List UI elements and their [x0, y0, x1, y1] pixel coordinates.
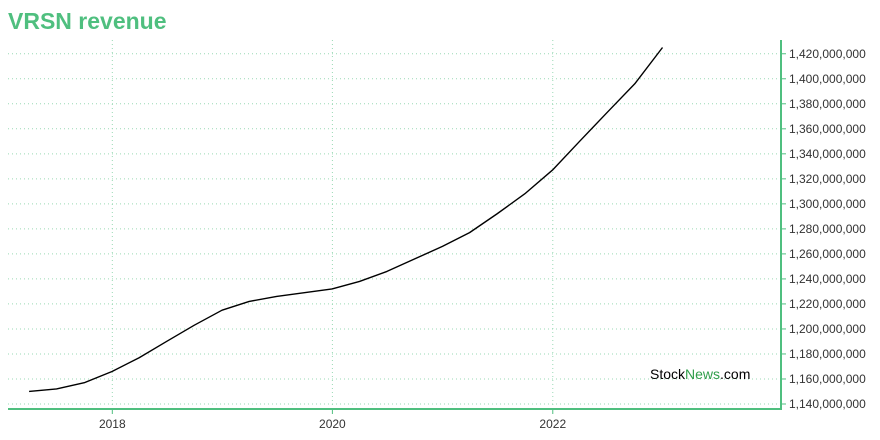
watermark-stock-text: Stock [650, 366, 686, 382]
y-tick-label-12: 1,380,000,000 [789, 97, 866, 111]
x-axis-tick-labels: 2018 2020 2022 [99, 417, 566, 431]
chart-title: VRSN revenue [8, 8, 167, 34]
x-tick-label-1: 2020 [319, 417, 346, 431]
stocknews-watermark: StockNews.com [650, 365, 750, 383]
y-tick-label-1: 1,160,000,000 [789, 372, 866, 386]
y-tick-label-10: 1,340,000,000 [789, 147, 866, 161]
y-tick-label-6: 1,260,000,000 [789, 247, 866, 261]
y-tick-label-4: 1,220,000,000 [789, 297, 866, 311]
y-tick-label-7: 1,280,000,000 [789, 222, 866, 236]
y-tick-label-9: 1,320,000,000 [789, 172, 866, 186]
y-tick-label-13: 1,400,000,000 [789, 72, 866, 86]
horizontal-grid-lines [8, 53, 781, 405]
y-tick-label-2: 1,180,000,000 [789, 347, 866, 361]
y-tick-label-14: 1,420,000,000 [789, 47, 866, 61]
y-tick-label-8: 1,300,000,000 [789, 197, 866, 211]
y-tick-label-5: 1,240,000,000 [789, 272, 866, 286]
y-tick-label-11: 1,360,000,000 [789, 122, 866, 136]
y-tick-label-3: 1,200,000,000 [789, 322, 866, 336]
watermark-com-text: .com [720, 366, 751, 382]
vertical-grid-lines [111, 40, 554, 409]
y-axis-tick-labels: 1,140,000,000 1,160,000,000 1,180,000,000 1… [789, 47, 866, 411]
x-tick-label-2: 2022 [539, 417, 566, 431]
series-line-0 [29, 47, 664, 393]
series-layer [29, 47, 664, 393]
watermark-news-text: News [685, 366, 721, 382]
axes-layer [8, 40, 786, 414]
x-tick-label-0: 2018 [99, 417, 126, 431]
y-tick-label-0: 1,140,000,000 [789, 397, 866, 411]
